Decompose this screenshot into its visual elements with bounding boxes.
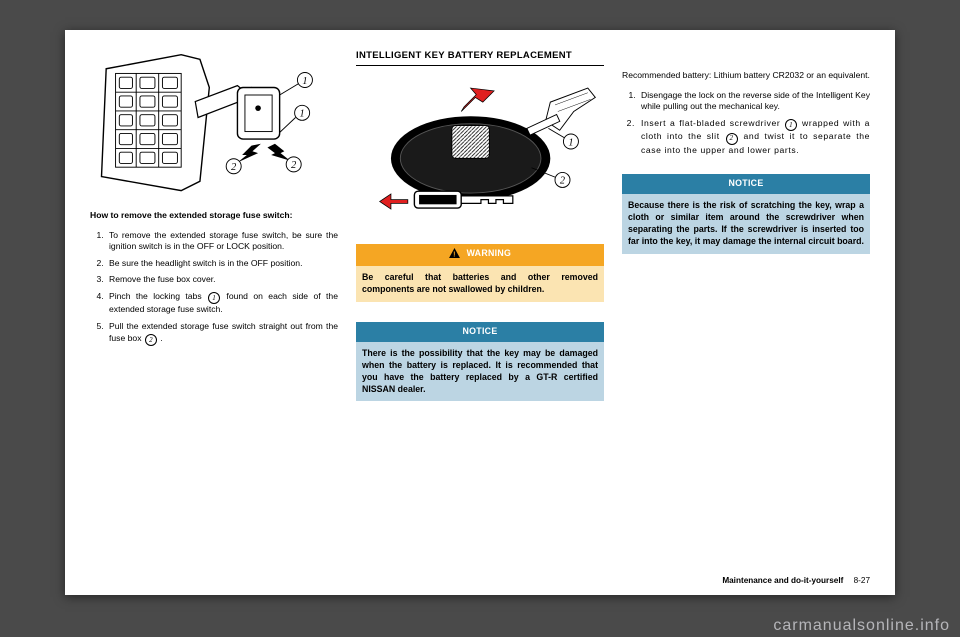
right-steps: Disengage the lock on the reverse side o…	[622, 90, 870, 162]
circled-1-icon: 1	[208, 292, 220, 304]
notice-body-right: Because there is the risk of scratching …	[622, 194, 870, 254]
circled-2b-icon: 2	[726, 133, 738, 145]
figure-fusebox: 1 1 2 2	[90, 50, 338, 200]
warning-label: WARNING	[467, 248, 512, 258]
left-heading: How to remove the extended storage fuse …	[90, 210, 338, 222]
notice-callout-right: NOTICE Because there is the risk of scra…	[622, 174, 870, 253]
title-rule	[356, 65, 604, 66]
section-title: INTELLIGENT KEY BATTERY REPLACEMENT	[356, 50, 604, 61]
warning-triangle-icon: !	[449, 248, 460, 262]
right-step-2: Insert a flat-bladed screwdriver 1 wrapp…	[638, 118, 870, 157]
page-footer: Maintenance and do-it-yourself 8-27	[722, 576, 870, 585]
notice-header-mid: NOTICE	[356, 322, 604, 342]
figure-keyfob: 1 2	[356, 74, 604, 224]
column-right: Recommended battery: Lithium battery CR2…	[622, 50, 870, 580]
footer-page-number: 8-27	[854, 576, 870, 585]
notice-header-right: NOTICE	[622, 174, 870, 194]
svg-text:1: 1	[568, 138, 573, 149]
notice-body-mid: There is the possibility that the key ma…	[356, 342, 604, 402]
left-step-1: To remove the extended storage fuse swit…	[106, 230, 338, 253]
svg-text:1: 1	[300, 109, 305, 120]
svg-text:1: 1	[302, 76, 307, 87]
left-step-3: Remove the fuse box cover.	[106, 274, 338, 286]
svg-text:!: !	[453, 250, 456, 258]
left-step-4: Pinch the locking tabs 1 found on each s…	[106, 291, 338, 316]
watermark: carmanualsonline.info	[773, 617, 950, 635]
svg-text:2: 2	[291, 160, 296, 171]
column-middle: INTELLIGENT KEY BATTERY REPLACEMENT	[356, 50, 604, 580]
notice-callout-mid: NOTICE There is the possibility that the…	[356, 322, 604, 401]
right-step-1: Disengage the lock on the reverse side o…	[638, 90, 870, 113]
content-columns: 1 1 2 2	[90, 50, 870, 580]
left-step-2: Be sure the headlight switch is in the O…	[106, 258, 338, 270]
warning-body: Be careful that batteries and other remo…	[356, 266, 604, 302]
right-intro: Recommended battery: Lithium battery CR2…	[622, 70, 870, 82]
manual-page: 1 1 2 2	[65, 30, 895, 595]
svg-text:2: 2	[231, 162, 236, 173]
svg-text:2: 2	[560, 176, 565, 187]
warning-header: ! WARNING	[356, 244, 604, 266]
warning-callout: ! WARNING Be careful that batteries and …	[356, 244, 604, 302]
column-left: 1 1 2 2	[90, 50, 338, 580]
circled-2-icon: 2	[145, 334, 157, 346]
left-step-5: Pull the extended storage fuse switch st…	[106, 321, 338, 346]
left-steps: To remove the extended storage fuse swit…	[90, 230, 338, 352]
footer-chapter: Maintenance and do-it-yourself	[722, 576, 843, 585]
circled-1b-icon: 1	[785, 119, 797, 131]
